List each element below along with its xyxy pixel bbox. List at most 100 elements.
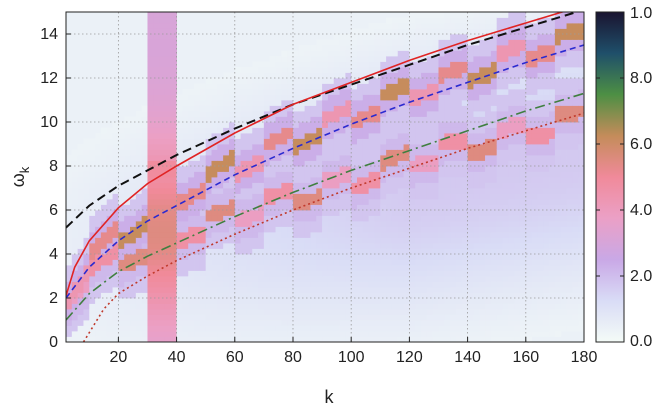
heatmap-cell	[519, 133, 527, 139]
heatmap-cell	[490, 12, 498, 18]
heatmap-cell	[188, 127, 195, 134]
heatmap-cell	[287, 177, 294, 183]
heatmap-cell	[147, 215, 154, 222]
heatmap-cell	[95, 199, 102, 205]
heatmap-cell	[199, 265, 207, 271]
heatmap-cell	[380, 144, 387, 150]
heatmap-cell	[112, 138, 119, 145]
heatmap-cell	[95, 210, 102, 216]
heatmap-cell	[479, 138, 486, 145]
heatmap-cell	[159, 89, 166, 95]
heatmap-cell	[199, 331, 207, 337]
heatmap-cell	[351, 94, 358, 101]
heatmap-cell	[357, 45, 364, 51]
heatmap-cell	[263, 204, 271, 211]
heatmap-cell	[188, 314, 195, 321]
heatmap-cell	[467, 210, 474, 216]
heatmap-cell	[130, 182, 137, 189]
heatmap-cell	[351, 160, 358, 167]
heatmap-cell	[351, 127, 358, 134]
heatmap-cell	[397, 254, 404, 260]
heatmap-cell	[287, 111, 294, 117]
heatmap-cell	[159, 281, 166, 288]
heatmap-cell	[159, 259, 166, 266]
heatmap-cell	[246, 155, 253, 161]
heatmap-cell	[560, 204, 567, 211]
heatmap-cell	[391, 166, 399, 172]
heatmap-cell	[240, 133, 247, 139]
heatmap-cell	[275, 149, 282, 156]
heatmap-cell	[316, 78, 323, 84]
heatmap-cell	[502, 149, 509, 156]
heatmap-cell	[304, 226, 311, 233]
heatmap-cell	[258, 149, 265, 156]
heatmap-cell	[403, 50, 410, 57]
heatmap-cell	[153, 72, 160, 79]
heatmap-cell	[415, 155, 422, 161]
heatmap-cell	[362, 111, 370, 117]
heatmap-cell	[415, 144, 422, 150]
heatmap-cell	[345, 56, 352, 62]
heatmap-cell	[310, 188, 317, 194]
heatmap-cell	[345, 171, 352, 178]
heatmap-cell	[141, 127, 148, 134]
heatmap-cell	[258, 78, 265, 84]
heatmap-cell	[100, 171, 108, 178]
heatmap-cell	[426, 122, 434, 128]
heatmap-cell	[397, 336, 404, 342]
heatmap-cell	[415, 166, 422, 172]
heatmap-cell	[147, 237, 154, 244]
heatmap-cell	[409, 144, 416, 150]
heatmap-cell	[147, 204, 154, 211]
heatmap-cell	[508, 56, 515, 62]
heatmap-cell	[228, 182, 236, 189]
heatmap-cell	[502, 199, 509, 205]
heatmap-cell	[170, 177, 177, 183]
heatmap-cell	[66, 309, 73, 315]
heatmap-cell	[176, 331, 183, 337]
heatmap-cell	[287, 336, 294, 342]
heatmap-cell	[345, 149, 352, 156]
heatmap-cell	[246, 67, 253, 73]
heatmap-cell	[409, 133, 416, 139]
heatmap-cell	[339, 127, 346, 134]
heatmap-cell	[141, 276, 148, 282]
heatmap-cell	[327, 320, 335, 326]
heatmap-cell	[572, 303, 579, 310]
heatmap-cell	[310, 61, 317, 68]
heatmap-cell	[118, 281, 125, 288]
heatmap-cell	[496, 56, 503, 62]
heatmap-cell	[391, 89, 399, 95]
heatmap-cell	[223, 83, 230, 90]
heatmap-cell	[490, 292, 498, 299]
heatmap-cell	[572, 325, 579, 332]
heatmap-cell	[322, 281, 329, 288]
heatmap-cell	[519, 248, 527, 255]
heatmap-cell	[473, 100, 480, 106]
heatmap-cell	[258, 320, 265, 326]
heatmap-cell	[339, 177, 346, 183]
heatmap-cell	[252, 155, 259, 161]
heatmap-cell	[310, 303, 317, 310]
heatmap-cell	[287, 281, 294, 288]
heatmap-cell	[234, 276, 242, 282]
heatmap-cell	[543, 111, 550, 117]
heatmap-cell	[322, 116, 329, 123]
heatmap-cell	[357, 116, 364, 123]
heatmap-cell	[455, 133, 463, 139]
heatmap-cell	[316, 182, 323, 189]
heatmap-cell	[386, 314, 393, 321]
heatmap-cell	[333, 221, 340, 227]
heatmap-cell	[415, 248, 422, 255]
heatmap-cell	[310, 226, 317, 233]
heatmap-cell	[339, 67, 346, 73]
heatmap-cell	[147, 28, 154, 35]
heatmap-cell	[461, 292, 468, 299]
heatmap-cell	[199, 292, 207, 299]
heatmap-cell	[351, 259, 358, 266]
heatmap-cell	[455, 193, 463, 200]
heatmap-cell	[490, 193, 498, 200]
heatmap-cell	[514, 320, 521, 326]
heatmap-cell	[77, 160, 84, 167]
heatmap-cell	[159, 17, 166, 24]
